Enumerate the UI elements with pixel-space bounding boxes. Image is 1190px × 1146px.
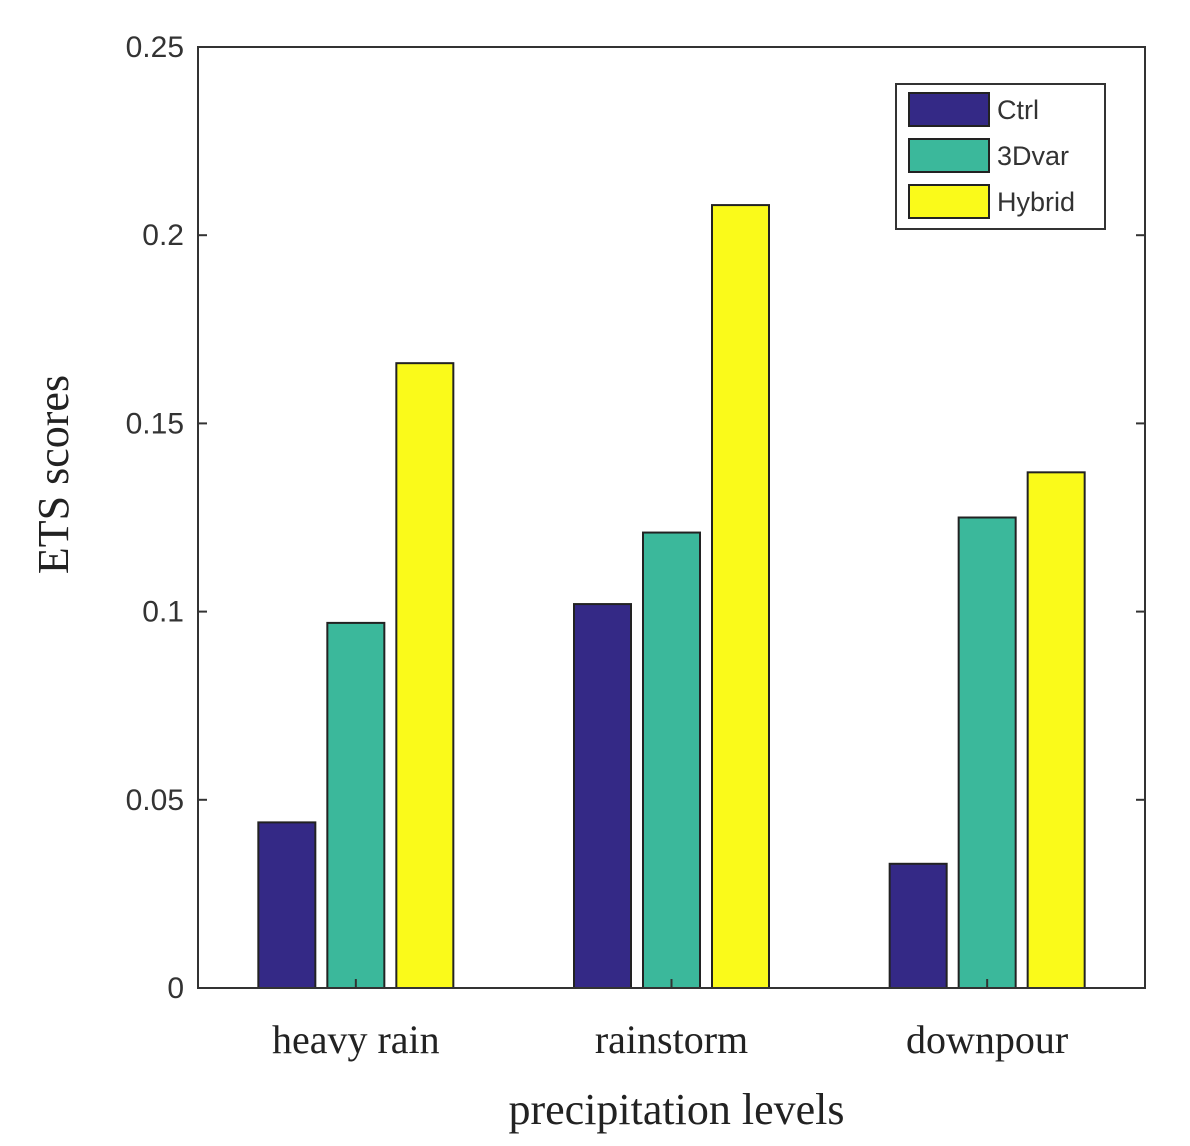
- legend-swatch-hybrid: [908, 184, 990, 219]
- y-axis-title: ETS scores: [29, 375, 78, 574]
- ticks-layer: 0 0.05 0.1 0.15 0.2 0.25 heavy rain rainstorm do…: [126, 31, 1145, 1062]
- legend-label-hybrid: Hybrid: [997, 187, 1075, 217]
- bar-3dvar-3: [957, 516, 1017, 989]
- y-tick-label: 0.05: [126, 784, 184, 817]
- legend-swatch-3dvar: [908, 138, 990, 173]
- bars-layer: [257, 204, 1086, 990]
- y-tick-label: 0.15: [126, 407, 184, 440]
- bar-hybrid-2: [711, 204, 770, 989]
- bar-hybrid-1: [395, 362, 455, 989]
- bar-ctrl-2: [573, 603, 632, 990]
- x-axis-title: precipitation levels: [509, 1085, 845, 1134]
- bar-ctrl-1: [257, 821, 317, 989]
- y-tick-label: 0: [167, 972, 184, 1005]
- legend: Ctrl 3Dvar Hybrid: [895, 83, 1106, 230]
- y-tick-label: 0.1: [142, 596, 184, 629]
- legend-label-ctrl: Ctrl: [997, 95, 1039, 125]
- bar-3dvar-2: [642, 531, 701, 990]
- bar-hybrid-3: [1026, 471, 1086, 990]
- x-tick-label: rainstorm: [595, 1017, 748, 1062]
- bar-3dvar-1: [326, 621, 386, 990]
- x-tick-label: heavy rain: [272, 1017, 440, 1062]
- y-tick-label: 0.2: [142, 219, 184, 252]
- x-tick-label: downpour: [906, 1017, 1068, 1062]
- legend-swatch-ctrl: [908, 92, 990, 127]
- bar-ctrl-3: [888, 862, 948, 990]
- y-tick-label: 0.25: [126, 31, 184, 64]
- legend-label-3dvar: 3Dvar: [997, 141, 1069, 171]
